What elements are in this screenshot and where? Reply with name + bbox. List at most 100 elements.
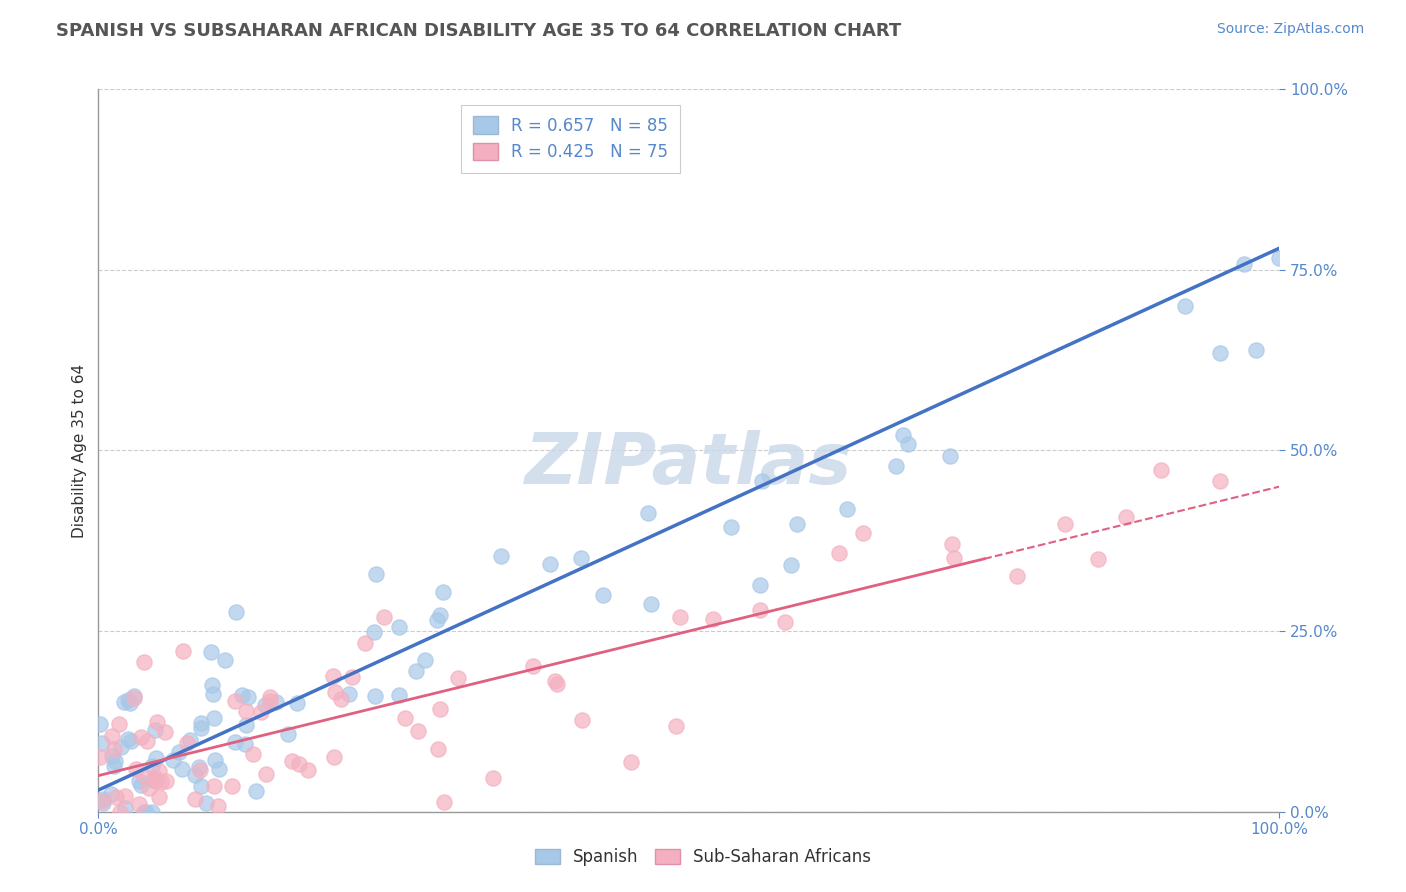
Point <box>129 778 152 792</box>
Point <box>190 721 212 735</box>
Point <box>325 685 347 699</box>
Point <box>129 730 152 744</box>
Point <box>280 754 302 768</box>
Point <box>202 711 225 725</box>
Point <box>148 790 170 805</box>
Point <box>172 644 194 658</box>
Point <box>1174 299 1197 313</box>
Point <box>104 754 127 768</box>
Point <box>153 724 176 739</box>
Point <box>702 612 724 626</box>
Point <box>330 691 353 706</box>
Legend: R = 0.657   N = 85, R = 0.425   N = 75: R = 0.657 N = 85, R = 0.425 N = 75 <box>461 104 679 173</box>
Point <box>571 714 593 728</box>
Point <box>337 687 360 701</box>
Point <box>433 795 456 809</box>
Point <box>1054 517 1077 532</box>
Point <box>146 715 169 730</box>
Point <box>897 437 920 451</box>
Point <box>884 458 907 473</box>
Point <box>749 578 772 592</box>
Point <box>135 805 157 819</box>
Point <box>1244 343 1267 357</box>
Point <box>200 644 222 658</box>
Point <box>141 805 163 819</box>
Point <box>103 759 125 773</box>
Y-axis label: Disability Age 35 to 64: Disability Age 35 to 64 <box>72 363 87 538</box>
Point <box>481 771 503 785</box>
Point <box>208 762 231 776</box>
Point <box>89 716 111 731</box>
Point <box>176 737 198 751</box>
Point <box>120 734 142 748</box>
Point <box>287 696 309 710</box>
Point <box>1115 509 1137 524</box>
Point <box>143 723 166 738</box>
Point <box>170 762 193 776</box>
Point <box>1150 463 1173 477</box>
Point <box>148 764 170 779</box>
Point <box>142 772 165 787</box>
Point <box>447 671 470 685</box>
Point <box>134 656 156 670</box>
Point <box>426 614 449 628</box>
Point <box>288 757 311 772</box>
Point <box>238 690 260 704</box>
Point <box>259 694 281 708</box>
Point <box>569 550 592 565</box>
Point <box>751 474 773 488</box>
Point <box>117 732 139 747</box>
Point <box>155 773 177 788</box>
Point <box>235 718 257 732</box>
Point <box>100 787 122 801</box>
Point <box>373 610 395 624</box>
Point <box>1209 474 1232 488</box>
Point <box>105 790 128 805</box>
Point <box>117 693 139 707</box>
Point <box>101 729 124 743</box>
Point <box>190 716 212 731</box>
Point <box>773 615 796 630</box>
Point <box>91 792 114 806</box>
Point <box>190 780 212 794</box>
Point <box>388 620 411 634</box>
Point <box>1007 568 1029 582</box>
Point <box>837 502 859 516</box>
Point <box>145 751 167 765</box>
Point <box>134 805 156 819</box>
Point <box>827 546 849 560</box>
Point <box>103 742 125 756</box>
Point <box>202 779 225 793</box>
Point <box>429 702 451 716</box>
Point <box>179 733 201 747</box>
Point <box>592 588 614 602</box>
Point <box>204 753 226 767</box>
Point <box>114 800 136 814</box>
Point <box>297 764 319 778</box>
Point <box>546 677 568 691</box>
Point <box>183 768 205 782</box>
Point <box>408 723 430 738</box>
Point <box>620 756 643 770</box>
Point <box>748 602 770 616</box>
Point <box>224 694 246 708</box>
Point <box>342 670 364 684</box>
Text: SPANISH VS SUBSAHARAN AFRICAN DISABILITY AGE 35 TO 64 CORRELATION CHART: SPANISH VS SUBSAHARAN AFRICAN DISABILITY… <box>56 22 901 40</box>
Point <box>167 745 190 759</box>
Point <box>89 750 111 764</box>
Point <box>364 689 387 703</box>
Point <box>110 805 132 819</box>
Point <box>665 719 688 733</box>
Point <box>249 706 271 720</box>
Point <box>90 794 112 808</box>
Point <box>426 742 449 756</box>
Point <box>941 537 963 551</box>
Point <box>259 690 281 704</box>
Point <box>201 678 224 692</box>
Point <box>145 774 167 789</box>
Point <box>253 698 276 712</box>
Point <box>108 717 131 731</box>
Point <box>136 733 159 747</box>
Point <box>522 659 544 673</box>
Point <box>1209 346 1232 360</box>
